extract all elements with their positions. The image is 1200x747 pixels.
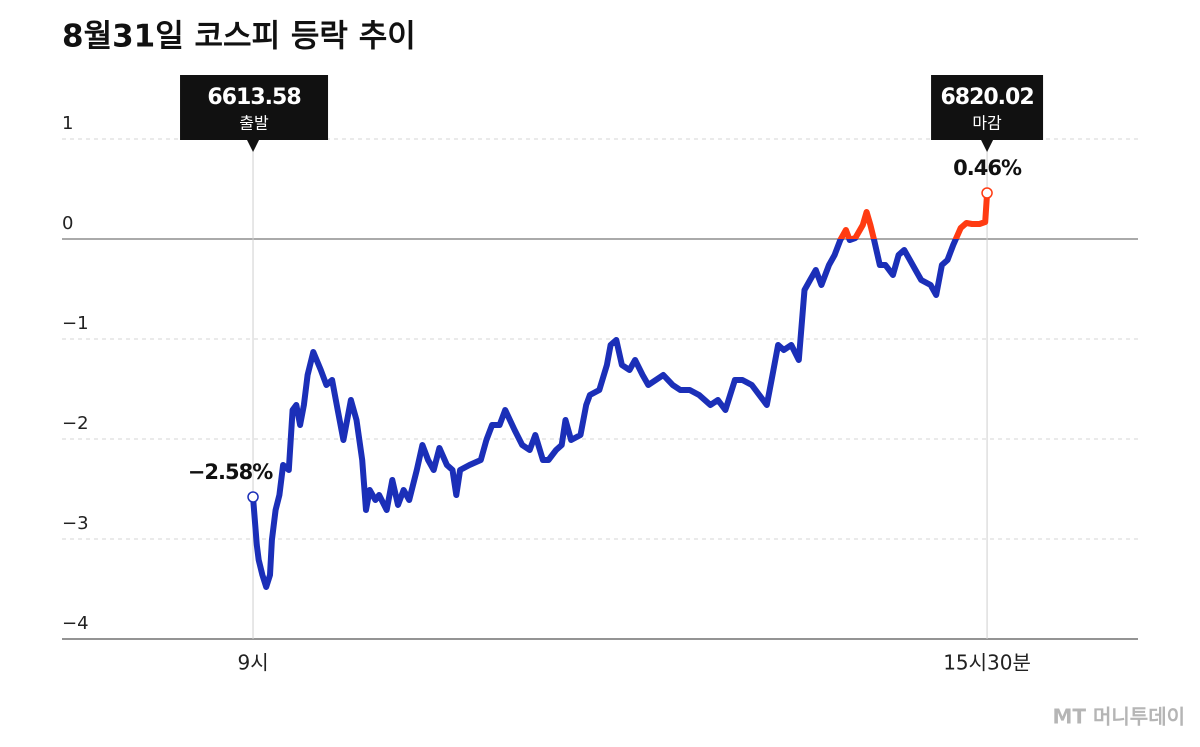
endpoint-marker [247, 491, 259, 503]
chart-title: 8월31일 코스피 등락 추이 [62, 19, 416, 55]
endpoint-marker [981, 187, 993, 199]
line-below-zero [250, 239, 960, 590]
callout-pointer [981, 140, 994, 152]
callout-label: 출발 [239, 114, 269, 133]
callout-box [180, 75, 329, 140]
x-tick-label: 9시 [237, 651, 268, 675]
y-tick-label: −3 [62, 513, 89, 534]
callout-box [931, 75, 1044, 140]
callout-price: 6820.02 [940, 85, 1033, 110]
y-tick-label: −2 [62, 413, 89, 434]
x-tick-label: 15시30분 [943, 651, 1031, 675]
y-tick-label: 0 [62, 213, 73, 234]
y-tick-label: 1 [62, 113, 73, 134]
source: MT 머니투데이 [1052, 705, 1185, 729]
callout-pointer [247, 140, 260, 152]
y-tick-label: −4 [62, 613, 89, 634]
change-label: 0.46% [953, 156, 1022, 180]
line-above-zero [837, 190, 991, 239]
callout-price: 6613.58 [207, 85, 300, 110]
change-label: −2.58% [188, 460, 273, 484]
y-tick-label: −1 [62, 313, 89, 334]
callout-label: 마감 [972, 114, 1002, 133]
